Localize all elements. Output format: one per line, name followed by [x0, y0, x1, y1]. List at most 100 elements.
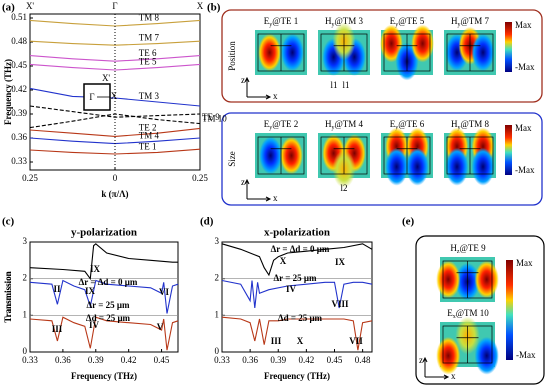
mode-label-part: y [269, 125, 272, 131]
y-tick-label: 0 [23, 346, 28, 356]
annotation: IV [286, 284, 297, 294]
band-label: TE 1 [139, 141, 157, 151]
axis-arrow [246, 181, 269, 200]
series-line [29, 148, 201, 155]
plot-frame [29, 241, 179, 353]
annotation: V [157, 322, 164, 332]
mode-label-part: E [264, 16, 270, 26]
symmetry-point: Γ [112, 1, 117, 11]
structure-t [270, 34, 292, 71]
field-lobe [436, 336, 461, 375]
dimension-label: l2 [340, 183, 347, 193]
mode-label: Hy@TM 3 [325, 16, 364, 28]
dimension-label: l1 [342, 80, 349, 90]
field-lobe [281, 33, 304, 72]
axis-arrow [246, 79, 269, 98]
x-tick-label: 0.25 [192, 173, 208, 183]
mode-label-part: E [264, 119, 270, 129]
colorbar-max: Max [515, 123, 532, 133]
mode-label-part: H [451, 16, 458, 26]
field-lobe [474, 260, 499, 299]
colorbar [505, 22, 512, 72]
annotation: Δr = 25 μm [87, 300, 130, 310]
field-lobe [474, 336, 499, 375]
y-tick-label: 1 [23, 309, 28, 319]
axis-z: z [241, 177, 245, 187]
y-tick-label: 2 [215, 273, 220, 283]
colorbar [505, 125, 512, 175]
row-label: Position [227, 41, 237, 71]
structure-t [456, 261, 479, 298]
y-tick-label: 0.48 [11, 36, 27, 46]
y-axis-title: Frequency (THz) [3, 59, 13, 125]
mode-label: Ey@TE 1 [264, 16, 299, 28]
y-tick-label: 0.36 [11, 132, 27, 142]
axis-arrow [424, 359, 447, 378]
colorbar-min: -Max [515, 62, 535, 72]
y-axis-title: Transmission [3, 271, 13, 322]
axis-x: x [273, 91, 278, 101]
y-axis-title: Transmission [3, 271, 13, 322]
y-tick-label: 3 [215, 236, 220, 246]
structure-t [456, 326, 479, 363]
x-tick-label: 0.25 [22, 173, 38, 183]
mode-label: Hy@TM 7 [451, 16, 490, 28]
field-lobe [471, 33, 495, 72]
arrow-head [422, 356, 450, 380]
inset-label: X [111, 91, 118, 101]
size-box [221, 112, 543, 206]
y-tick-label: 0.39 [11, 108, 27, 118]
series-line [29, 63, 201, 71]
colorbar-max: Max [515, 20, 532, 30]
row-label: Size [227, 151, 237, 167]
structure-t [396, 137, 418, 174]
mode-label-part: @TE 9 [460, 243, 487, 253]
mode-label-part: H [451, 119, 458, 129]
y-tick-label: 0 [215, 346, 220, 356]
series-line [29, 279, 179, 314]
colorbar-min: -Max [516, 350, 536, 360]
mode-label-part: E [390, 16, 396, 26]
annotation: Δr = Δd = 0 μm [271, 244, 330, 254]
x-axis-title: k (π/Λ) [101, 189, 128, 199]
x-tick-label: 0.48 [355, 355, 371, 365]
mode-label-part: @TE 2 [272, 119, 298, 129]
x-tick-label: 0.45 [154, 355, 170, 365]
arrow-head [244, 178, 272, 202]
band-label: TM 3 [139, 91, 160, 101]
colorbar-min: -Max [515, 165, 535, 175]
y-tick-label: 0.51 [11, 12, 27, 22]
x-tick-label: 0.33 [22, 355, 38, 365]
series-line [29, 127, 201, 137]
structure-t [270, 137, 292, 174]
annotation: III [271, 336, 282, 346]
mode-label-part: z [457, 249, 460, 255]
series-line [29, 316, 179, 351]
mode-label-part: y [457, 22, 460, 28]
mode-label-part: @TM 8 [460, 119, 489, 129]
inset-label: Γ [89, 92, 94, 102]
x-tick-label: 0 [113, 173, 118, 183]
y-tick-label: 2 [23, 273, 28, 283]
panel-label: (e) [402, 216, 415, 228]
structure-t [333, 137, 355, 174]
plot-frame [221, 241, 373, 353]
x-tick-label: 0.42 [121, 355, 137, 365]
colorbar [506, 260, 513, 360]
mode-label: Ey@TE 2 [264, 119, 299, 131]
y-tick-label: 3 [23, 236, 28, 246]
panel-label: (c) [2, 216, 15, 228]
mode-label: Ey@TE 5 [390, 16, 425, 28]
band-label: TM 10 [202, 114, 227, 124]
annotation: VI [159, 287, 169, 297]
mode-label: Hz@TE 9 [450, 243, 486, 255]
mode-label: Hy@TM 4 [325, 119, 364, 131]
colorbar-max: Max [516, 258, 533, 268]
band-label: TM 7 [139, 33, 160, 43]
field-lobe [436, 260, 461, 299]
field-lobe [405, 147, 429, 186]
annotation: X [297, 336, 304, 346]
annotation: IX [85, 286, 96, 296]
mode-label-part: @TM 3 [334, 16, 363, 26]
